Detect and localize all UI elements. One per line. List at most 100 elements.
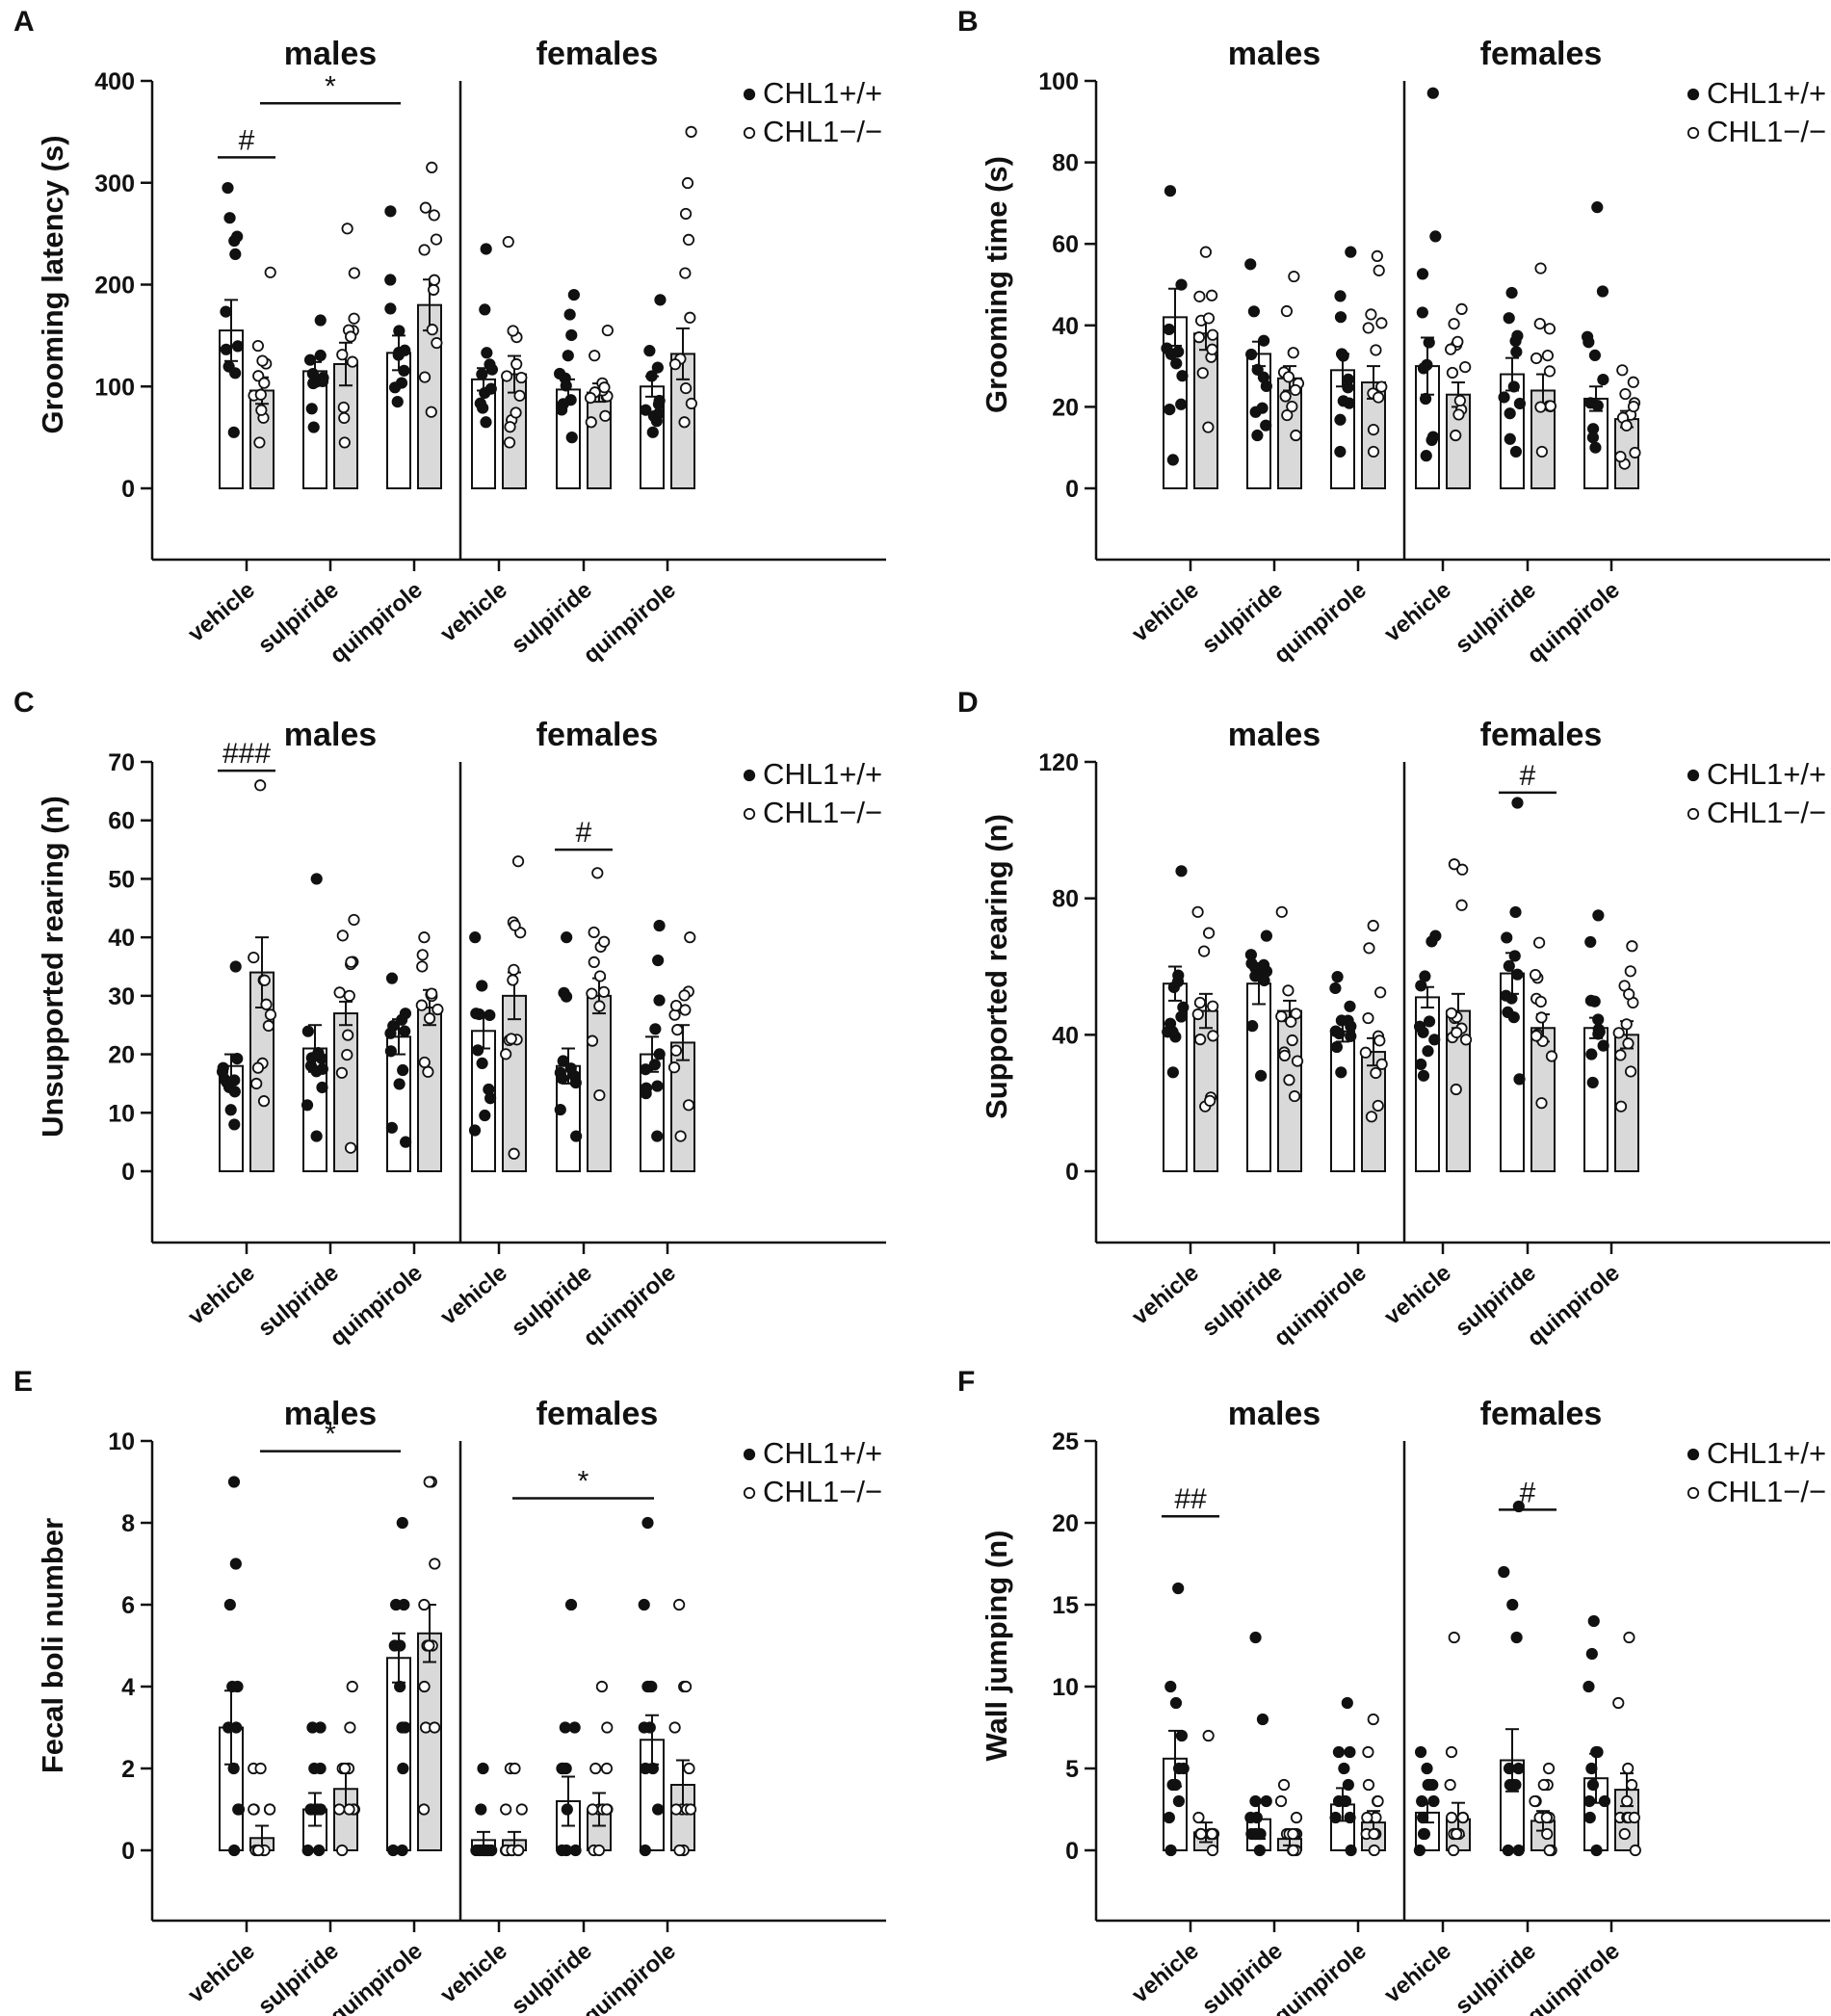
data-point-wt [1245, 348, 1258, 361]
data-point-ko [333, 1803, 346, 1816]
data-point-ko [510, 357, 523, 371]
x-tick-label-vehicle: vehicle [435, 1260, 512, 1330]
group-title-males: males [284, 1396, 377, 1432]
data-point-wt [1175, 1010, 1188, 1023]
data-point-wt [307, 421, 320, 433]
data-point-ko [428, 209, 440, 222]
y-tick-label: 25 [1052, 1428, 1079, 1455]
data-point-wt [393, 1078, 405, 1090]
data-point-wt [651, 1130, 664, 1142]
data-point-ko [419, 201, 432, 214]
data-point-wt [400, 1136, 412, 1148]
data-point-wt [227, 1476, 241, 1488]
data-point-ko [682, 1099, 695, 1112]
data-point-ko [1614, 1049, 1627, 1061]
data-point-wt [1503, 1762, 1516, 1775]
data-point-wt [1334, 413, 1347, 426]
x-tick-label-quinpirole: quinpirole [326, 1938, 428, 2016]
data-point-wt [1503, 312, 1515, 325]
data-point-wt [314, 314, 327, 327]
panel-letter: B [957, 6, 979, 38]
data-point-ko [1202, 312, 1216, 325]
data-point-ko [1447, 1844, 1460, 1857]
data-point-ko [430, 233, 443, 246]
x-tick-label-quinpirole: quinpirole [1269, 1938, 1372, 2016]
data-point-ko [1626, 940, 1638, 953]
group-title-males: males [1228, 717, 1321, 753]
data-point-wt [217, 1061, 229, 1074]
data-point-wt [1584, 935, 1597, 949]
data-point-wt [1334, 311, 1347, 324]
data-point-ko [1283, 1074, 1295, 1087]
data-point-wt [1334, 290, 1347, 302]
data-point-ko [423, 1476, 435, 1488]
significance-label: # [1520, 760, 1536, 792]
data-point-wt [651, 361, 664, 374]
data-point-wt [639, 1844, 651, 1857]
data-point-ko [428, 274, 441, 286]
data-point-ko [1287, 347, 1299, 359]
data-point-wt [1166, 1066, 1179, 1079]
data-point-ko [1193, 290, 1206, 302]
x-tick-label-vehicle: vehicle [183, 1938, 260, 2008]
x-tick-label-quinpirole: quinpirole [1523, 1938, 1625, 2016]
data-point-ko [1544, 400, 1556, 412]
data-point-ko [1533, 936, 1546, 949]
group-title-males: males [1228, 1396, 1321, 1432]
data-point-wt [1585, 1762, 1598, 1775]
data-point-wt [476, 980, 488, 992]
data-point-wt [1345, 246, 1357, 258]
data-point-wt [1588, 349, 1602, 361]
data-point-wt [646, 1762, 659, 1775]
data-point-ko [1622, 1762, 1635, 1775]
group-title-females: females [536, 717, 659, 753]
x-tick-label-sulpiride: sulpiride [507, 1938, 597, 2016]
y-tick-label: 2 [121, 1756, 135, 1783]
data-point-wt [554, 1066, 566, 1079]
data-point-ko [668, 358, 682, 371]
data-point-wt [1172, 346, 1185, 358]
data-point-ko [684, 311, 696, 324]
data-point-wt [1422, 1045, 1434, 1058]
data-point-ko [344, 1141, 357, 1154]
data-point-ko [338, 1762, 352, 1775]
data-point-wt [1164, 1680, 1177, 1693]
data-point-wt [1427, 1794, 1440, 1808]
data-point-wt [561, 1803, 573, 1816]
data-point-wt [396, 1516, 408, 1530]
data-point-ko [1375, 317, 1388, 329]
legend-wt-label: CHL1+/+ [1707, 757, 1826, 791]
data-point-ko [1456, 863, 1469, 876]
data-point-ko [500, 1803, 512, 1816]
data-point-ko [1287, 1844, 1299, 1857]
data-point-wt [1249, 1794, 1262, 1808]
y-tick-label: 70 [108, 749, 135, 776]
x-tick-label-quinpirole: quinpirole [579, 1260, 681, 1351]
data-point-wt [653, 994, 666, 1007]
y-tick-label: 60 [1052, 231, 1079, 258]
data-point-ko [679, 381, 693, 395]
data-point-ko [343, 989, 355, 1002]
data-point-wt [229, 1558, 242, 1570]
y-tick-label: 0 [1065, 1159, 1079, 1186]
data-point-wt [1175, 278, 1188, 291]
significance-label: ## [1174, 1483, 1207, 1515]
significance-label: * [325, 1419, 336, 1451]
data-point-ko [1618, 1827, 1631, 1841]
data-point-wt [1591, 201, 1604, 214]
data-point-wt [1416, 1794, 1428, 1808]
data-point-wt [1511, 797, 1524, 809]
data-point-wt [1245, 957, 1258, 970]
data-point-wt [384, 274, 397, 286]
x-tick-label-quinpirole: quinpirole [579, 1938, 681, 2016]
data-point-wt [387, 1844, 400, 1857]
y-tick-label: 80 [1052, 886, 1079, 913]
data-point-wt [1249, 970, 1262, 982]
data-point-wt [228, 1086, 241, 1098]
data-point-wt [1585, 1048, 1598, 1060]
data-point-wt [1251, 363, 1264, 376]
data-point-ko [685, 125, 697, 138]
data-point-wt [1506, 1598, 1519, 1611]
data-point-wt [1598, 1794, 1611, 1808]
